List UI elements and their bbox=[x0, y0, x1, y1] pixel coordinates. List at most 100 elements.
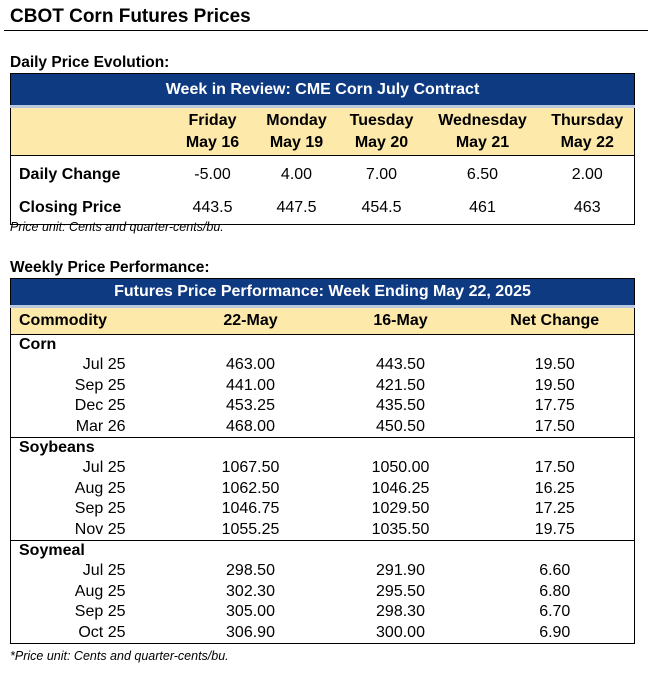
daily-value: 443.5 bbox=[192, 199, 233, 216]
daily-value: 6.50 bbox=[466, 166, 499, 183]
daily-value: 447.5 bbox=[276, 199, 317, 216]
daily-day-header: Tuesday May 20 bbox=[338, 106, 425, 156]
contract-value: 441.00 bbox=[226, 376, 275, 394]
contract-month: Sep 25 bbox=[74, 603, 126, 621]
weekly-price-unit-note: *Price unit: Cents and quarter-cents/bu. bbox=[10, 649, 229, 663]
day-name: Friday bbox=[188, 111, 237, 129]
commodity-group-row: Corn bbox=[11, 335, 635, 356]
daily-table-banner: Week in Review: CME Corn July Contract bbox=[10, 73, 635, 108]
contract-value: 6.70 bbox=[539, 603, 571, 621]
contract-value: 19.50 bbox=[534, 356, 575, 374]
contract-value: 302.30 bbox=[226, 582, 275, 600]
contract-value: 19.50 bbox=[534, 376, 575, 394]
contract-value: 1035.50 bbox=[371, 520, 430, 538]
contract-value: 291.90 bbox=[376, 562, 425, 580]
contract-value: 1067.50 bbox=[221, 459, 280, 477]
daily-value: 4.00 bbox=[280, 166, 313, 183]
contract-month: Jul 25 bbox=[82, 562, 126, 580]
contract-value: 17.50 bbox=[534, 459, 575, 477]
day-name: Tuesday bbox=[349, 111, 414, 129]
contract-value: 6.60 bbox=[539, 562, 571, 580]
daily-day-header: Thursday May 22 bbox=[540, 106, 635, 156]
contract-row: Aug 25 1062.50 1046.25 16.25 bbox=[11, 479, 635, 500]
contract-value: 6.90 bbox=[539, 623, 571, 641]
contract-value: 453.25 bbox=[226, 397, 275, 415]
contract-value: 1046.25 bbox=[371, 479, 430, 497]
commodity-group-name: Soymeal bbox=[10, 540, 635, 561]
daily-header-blank bbox=[10, 106, 171, 156]
contract-value: 463.00 bbox=[226, 356, 275, 374]
contract-value: 1029.50 bbox=[371, 500, 430, 518]
contract-value: 295.50 bbox=[376, 582, 425, 600]
title-divider bbox=[4, 30, 648, 31]
contract-row: Sep 25 305.00 298.30 6.70 bbox=[11, 602, 635, 623]
commodity-group-name: Corn bbox=[19, 336, 57, 353]
commodity-group-row: Soymeal bbox=[10, 540, 635, 561]
daily-value: -5.00 bbox=[194, 166, 231, 183]
contract-month: Jul 25 bbox=[82, 356, 126, 374]
contract-month: Aug 25 bbox=[74, 582, 126, 600]
page-title: CBOT Corn Futures Prices bbox=[10, 6, 251, 27]
contract-value: 468.00 bbox=[226, 417, 275, 435]
contract-value: 300.00 bbox=[376, 623, 425, 641]
contract-month: Sep 25 bbox=[74, 376, 126, 394]
daily-price-unit-note: Price unit: Cents and quarter-cents/bu. bbox=[10, 220, 224, 234]
daily-day-header: Wednesday May 21 bbox=[424, 106, 541, 156]
commodity-group-name: Soybeans bbox=[10, 437, 635, 458]
contract-row: Sep 25 1046.75 1029.50 17.25 bbox=[11, 499, 635, 520]
contract-value: 435.50 bbox=[376, 397, 425, 415]
day-name: Wednesday bbox=[438, 111, 527, 129]
contract-value: 19.75 bbox=[534, 520, 575, 538]
contract-row: Mar 26 468.00 450.50 17.50 bbox=[11, 417, 635, 438]
contract-month: Nov 25 bbox=[74, 520, 126, 538]
contract-value: 17.75 bbox=[534, 397, 575, 415]
contract-value: 16.25 bbox=[534, 479, 575, 497]
weekly-column-header: Commodity bbox=[10, 306, 176, 335]
day-date: May 19 bbox=[269, 133, 324, 151]
daily-row: Closing Price 443.5 447.5 454.5 461 463 bbox=[11, 192, 635, 225]
weekly-column-header: Net Change bbox=[475, 306, 635, 335]
daily-value: 7.00 bbox=[365, 166, 398, 183]
contract-value: 1055.25 bbox=[221, 520, 280, 538]
daily-section-label: Daily Price Evolution: bbox=[10, 54, 170, 71]
daily-day-header: Friday May 16 bbox=[170, 106, 255, 156]
contract-value: 17.50 bbox=[534, 417, 575, 435]
daily-row-label: Closing Price bbox=[19, 199, 122, 216]
weekly-column-header: 16-May bbox=[325, 306, 476, 335]
weekly-section-label: Weekly Price Performance: bbox=[10, 259, 210, 276]
day-date: May 21 bbox=[455, 133, 510, 151]
contract-value: 450.50 bbox=[376, 417, 425, 435]
contract-month: Oct 25 bbox=[78, 623, 126, 641]
contract-row: Aug 25 302.30 295.50 6.80 bbox=[11, 582, 635, 603]
commodity-group-row: Soybeans bbox=[10, 437, 635, 458]
contract-month: Sep 25 bbox=[74, 500, 126, 518]
daily-value: 2.00 bbox=[571, 166, 603, 183]
contract-value: 17.25 bbox=[534, 500, 575, 518]
daily-value: 454.5 bbox=[361, 199, 402, 216]
contract-value: 305.00 bbox=[226, 603, 275, 621]
daily-day-header: Monday May 19 bbox=[254, 106, 339, 156]
contract-value: 306.90 bbox=[226, 623, 275, 641]
day-date: May 16 bbox=[185, 133, 240, 151]
contract-month: Aug 25 bbox=[74, 479, 126, 497]
contract-row: Sep 25 441.00 421.50 19.50 bbox=[11, 376, 635, 397]
day-name: Monday bbox=[266, 111, 327, 129]
weekly-column-header: 22-May bbox=[175, 306, 326, 335]
contract-row: Dec 25 453.25 435.50 17.75 bbox=[11, 396, 635, 417]
contract-value: 1050.00 bbox=[371, 459, 430, 477]
contract-row: Jul 25 1067.50 1050.00 17.50 bbox=[11, 458, 635, 479]
contract-month: Dec 25 bbox=[74, 397, 126, 415]
contract-value: 1046.75 bbox=[221, 500, 280, 518]
weekly-table-banner: Futures Price Performance: Week Ending M… bbox=[10, 278, 635, 308]
weekly-performance-table: Futures Price Performance: Week Ending M… bbox=[10, 278, 636, 644]
contract-month: Mar 26 bbox=[75, 417, 126, 435]
contract-value: 298.50 bbox=[226, 562, 275, 580]
day-date: May 22 bbox=[560, 133, 614, 151]
contract-row: Nov 25 1055.25 1035.50 19.75 bbox=[11, 520, 635, 541]
day-date: May 20 bbox=[354, 133, 409, 151]
contract-value: 6.80 bbox=[539, 582, 571, 600]
daily-value: 461 bbox=[469, 199, 496, 216]
contract-row: Jul 25 463.00 443.50 19.50 bbox=[11, 355, 635, 376]
contract-value: 1062.50 bbox=[221, 479, 280, 497]
daily-row: Daily Change -5.00 4.00 7.00 6.50 2.00 bbox=[11, 156, 635, 193]
